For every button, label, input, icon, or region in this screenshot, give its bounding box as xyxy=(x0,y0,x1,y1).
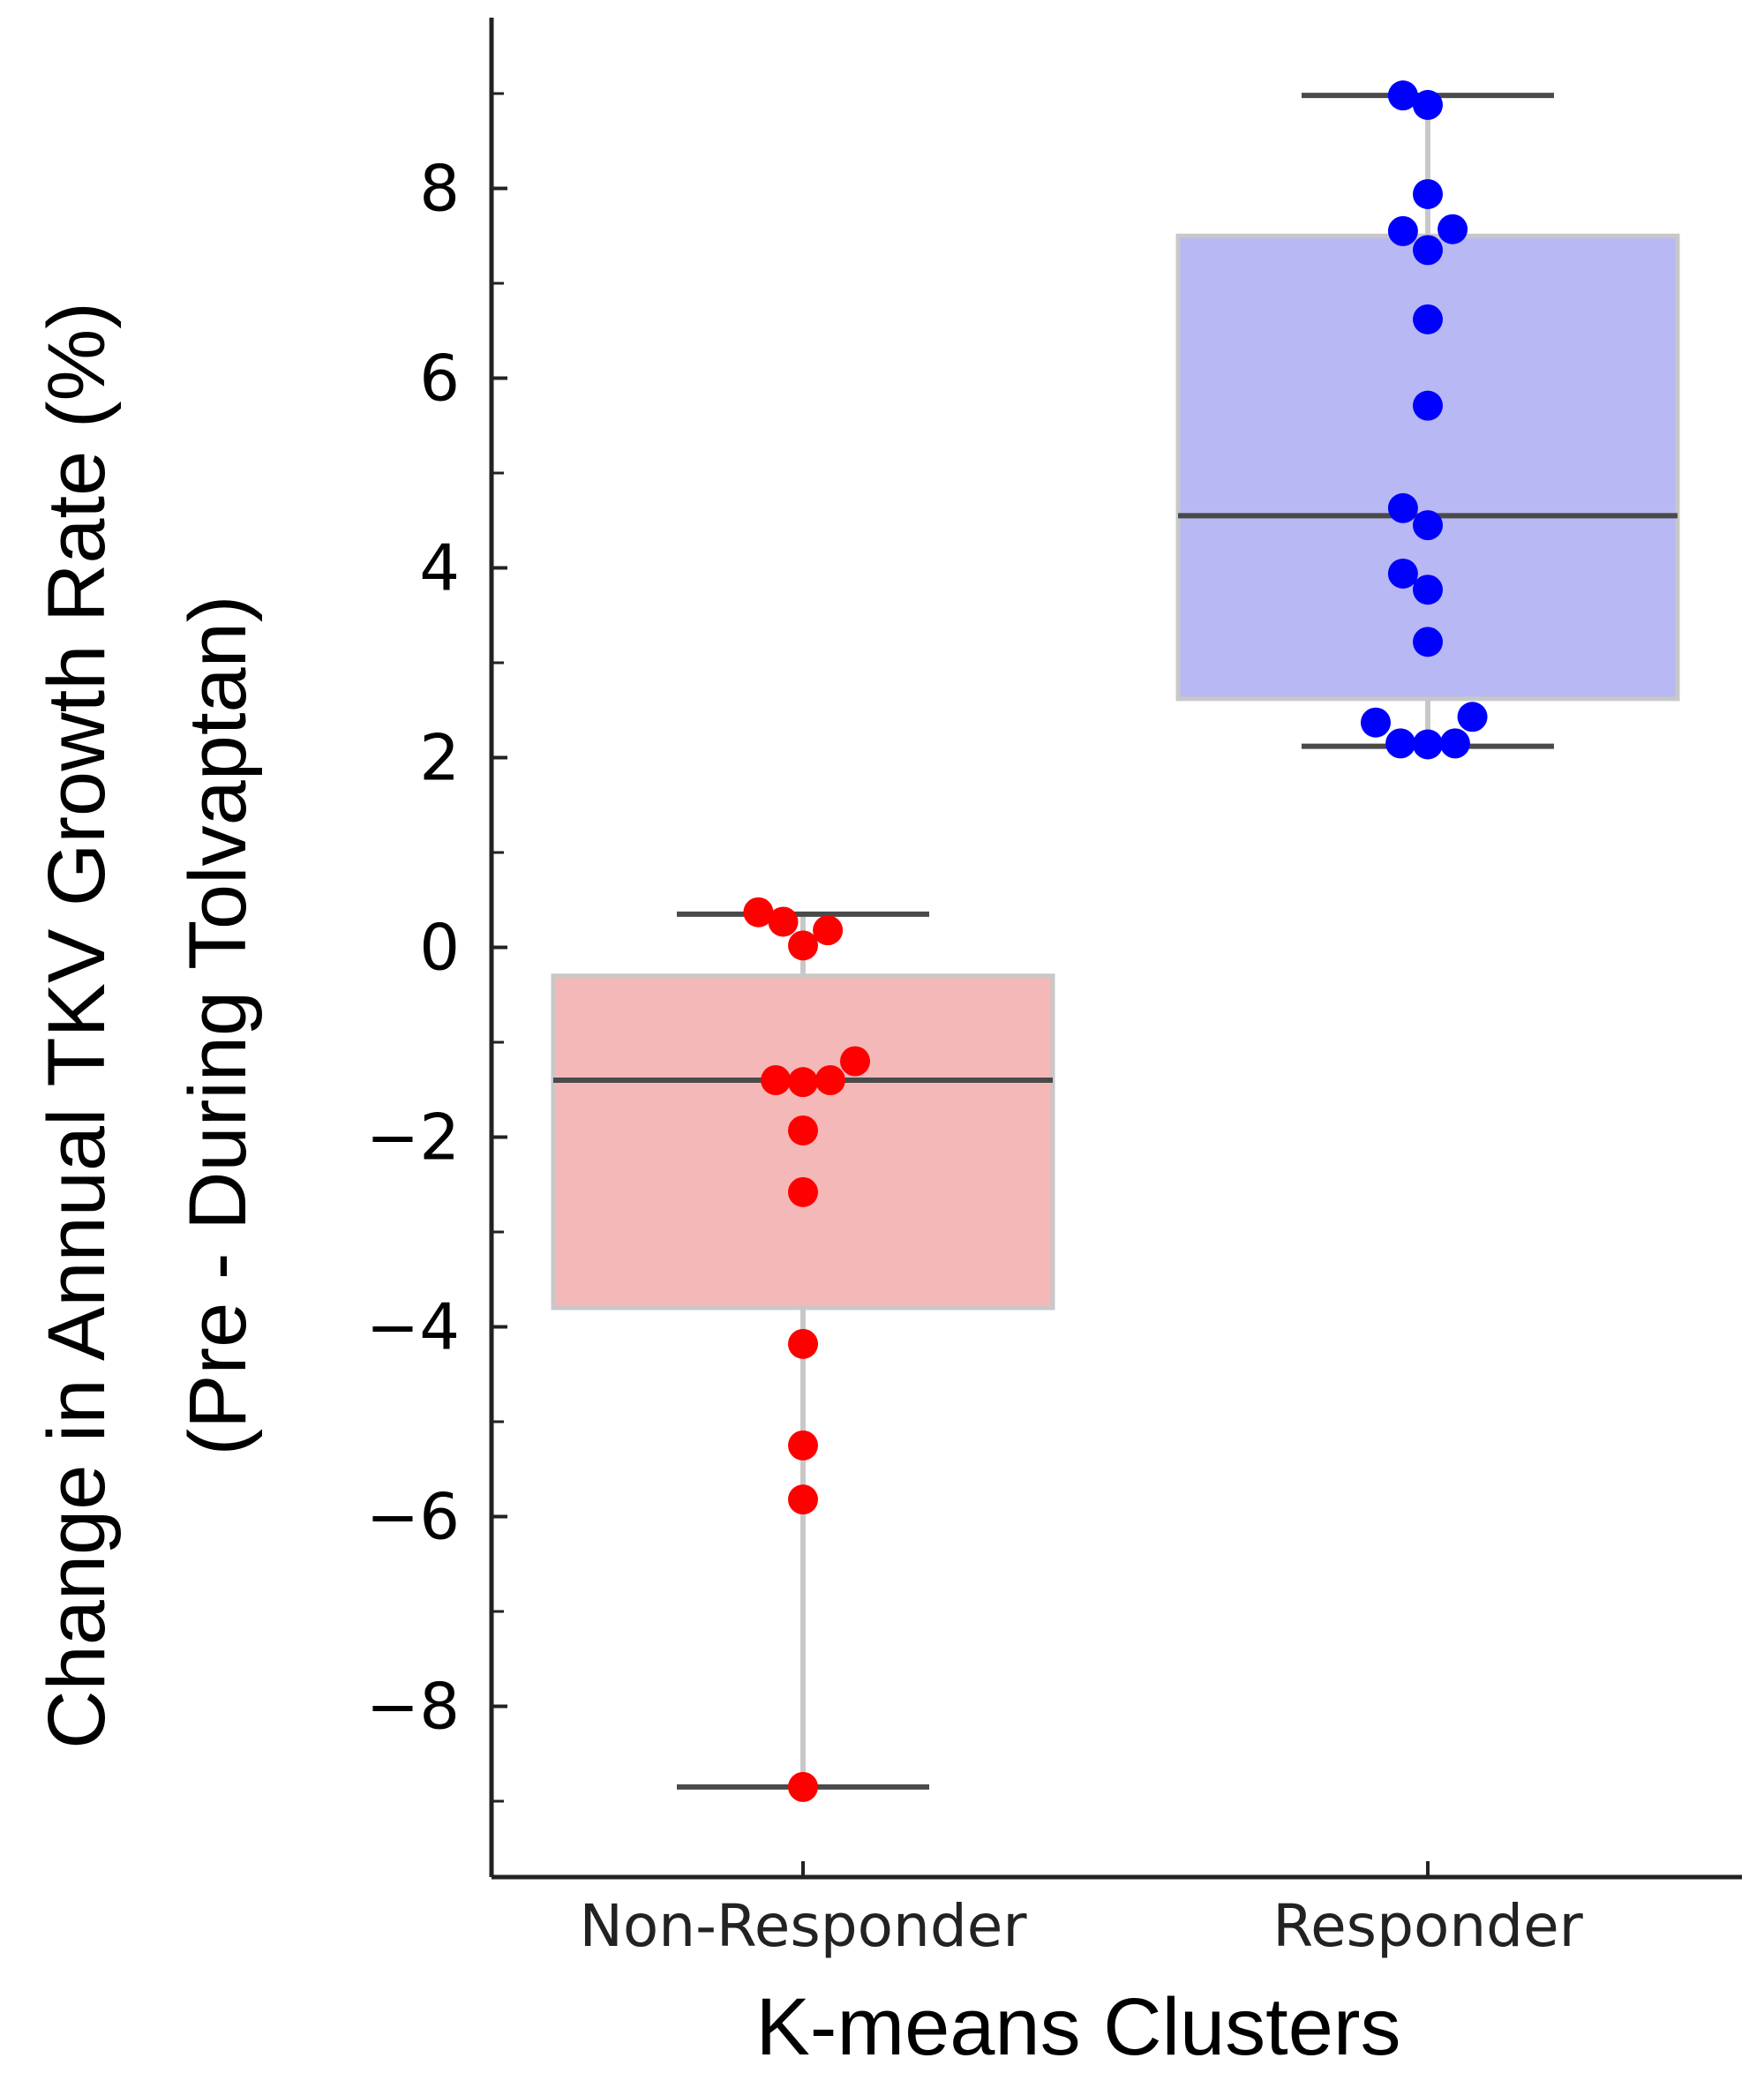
y-tick-label: 6 xyxy=(419,342,460,416)
data-point-responder xyxy=(1413,178,1443,209)
y-tick-label: −4 xyxy=(366,1290,460,1364)
plot-area xyxy=(551,93,1680,1790)
y-axis-title-line-1: Change in Annual TKV Growth Rate (%) xyxy=(32,302,122,1749)
y-tick-label: −2 xyxy=(366,1100,460,1175)
data-point-non-responder xyxy=(840,1046,871,1077)
y-tick-label: 2 xyxy=(419,721,460,795)
data-point-responder xyxy=(1413,729,1443,760)
axes: −8 −6 −4 −2 0 2 4 6 8 Non-Responder Responder xyxy=(366,18,1742,1960)
data-point-responder xyxy=(1387,215,1418,246)
y-ticks: −8 −6 −4 −2 0 2 4 6 8 xyxy=(366,92,507,1803)
data-point-responder xyxy=(1387,492,1418,523)
y-tick-label: 4 xyxy=(419,531,460,605)
data-point-responder xyxy=(1413,89,1443,120)
data-point-responder xyxy=(1413,235,1443,266)
data-point-responder xyxy=(1413,510,1443,541)
y-tick-label: 8 xyxy=(419,152,460,226)
data-point-responder xyxy=(1413,390,1443,421)
data-point-non-responder xyxy=(813,915,844,946)
data-point-non-responder xyxy=(788,1771,818,1802)
data-point-responder xyxy=(1457,702,1488,732)
y-tick-label: −8 xyxy=(366,1670,460,1744)
y-axis-title: Change in Annual TKV Growth Rate (%) (Pr… xyxy=(32,302,263,1749)
y-tick-label: −6 xyxy=(366,1480,460,1554)
data-point-responder xyxy=(1413,627,1443,657)
data-point-non-responder xyxy=(788,930,818,961)
data-point-non-responder xyxy=(788,1430,818,1461)
data-point-non-responder xyxy=(761,1065,792,1095)
y-axis-title-line-2: (Pre - During Tolvaptan) xyxy=(173,596,263,1456)
data-point-non-responder xyxy=(788,1067,818,1098)
data-point-responder xyxy=(1413,304,1443,334)
data-point-non-responder xyxy=(788,1328,818,1359)
data-point-responder xyxy=(1413,575,1443,605)
data-point-responder xyxy=(1439,728,1470,759)
data-point-responder xyxy=(1437,214,1468,244)
y-tick-label: 0 xyxy=(419,911,460,985)
data-point-responder xyxy=(1387,558,1418,589)
x-tick-label: Responder xyxy=(1272,1892,1583,1960)
data-points xyxy=(743,80,1488,1802)
x-axis-title: K-means Clusters xyxy=(755,1982,1400,2072)
data-point-non-responder xyxy=(814,1065,845,1095)
data-point-non-responder xyxy=(788,1115,818,1145)
x-tick-label: Non-Responder xyxy=(579,1892,1027,1960)
data-point-responder xyxy=(1385,728,1416,759)
data-point-non-responder xyxy=(788,1176,818,1207)
data-point-non-responder xyxy=(788,1484,818,1515)
data-point-non-responder xyxy=(743,897,774,928)
data-point-responder xyxy=(1360,707,1391,738)
data-point-non-responder xyxy=(768,906,799,937)
x-ticks: Non-Responder Responder xyxy=(579,1861,1584,1960)
data-point-responder xyxy=(1387,80,1418,111)
